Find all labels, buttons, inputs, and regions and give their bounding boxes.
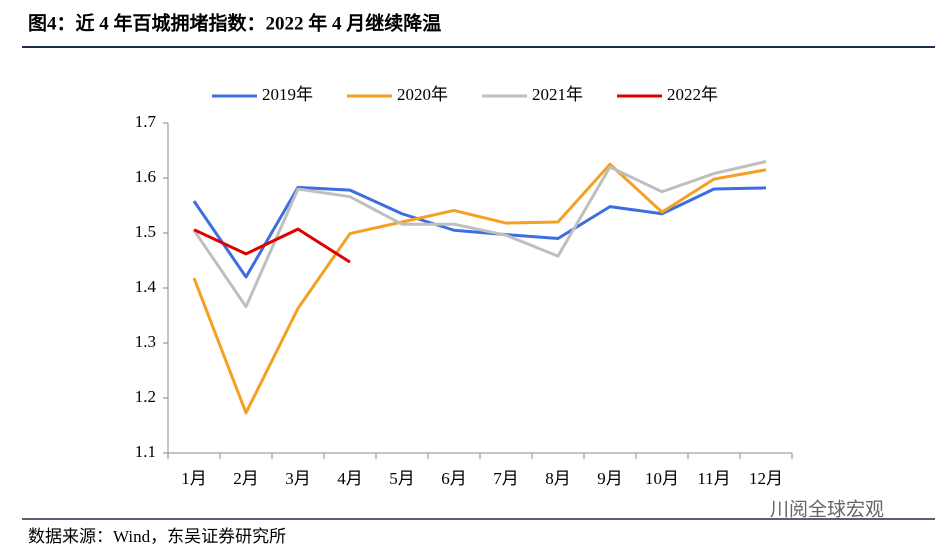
x-tick-label: 1月 <box>181 469 207 488</box>
y-tick-label: 1.7 <box>135 112 157 131</box>
chart-title: 图4：近 4 年百城拥堵指数：2022 年 4 月继续降温 <box>28 11 441 34</box>
series-line <box>193 227 351 264</box>
legend-label: 2022年 <box>667 85 718 104</box>
x-tick-label: 12月 <box>749 469 783 488</box>
x-tick-label: 10月 <box>645 469 679 488</box>
x-tick-label: 9月 <box>597 469 623 488</box>
y-tick-label: 1.6 <box>135 167 156 186</box>
legend-label: 2021年 <box>532 85 583 104</box>
x-tick-label: 6月 <box>441 469 467 488</box>
watermark: 川阅全球宏观 <box>770 498 884 520</box>
series-line <box>192 185 767 279</box>
x-tick-label: 11月 <box>697 469 730 488</box>
y-tick-label: 1.5 <box>135 222 156 241</box>
x-tick-label: 3月 <box>285 469 311 488</box>
x-tick-label: 2月 <box>233 469 259 488</box>
x-tick-label: 7月 <box>493 469 519 488</box>
x-tick-label: 5月 <box>389 469 415 488</box>
series-line <box>192 162 767 415</box>
x-tick-label: 8月 <box>545 469 571 488</box>
x-tick-label: 4月 <box>337 469 363 488</box>
series-line <box>192 160 767 309</box>
y-tick-label: 1.2 <box>135 387 156 406</box>
legend-label: 2020年 <box>397 85 448 104</box>
y-tick-label: 1.4 <box>135 277 157 296</box>
legend-label: 2019年 <box>262 85 313 104</box>
y-tick-label: 1.3 <box>135 332 156 351</box>
y-tick-label: 1.1 <box>135 442 156 461</box>
source-note: 数据来源：Wind，东吴证券研究所 <box>28 527 286 546</box>
